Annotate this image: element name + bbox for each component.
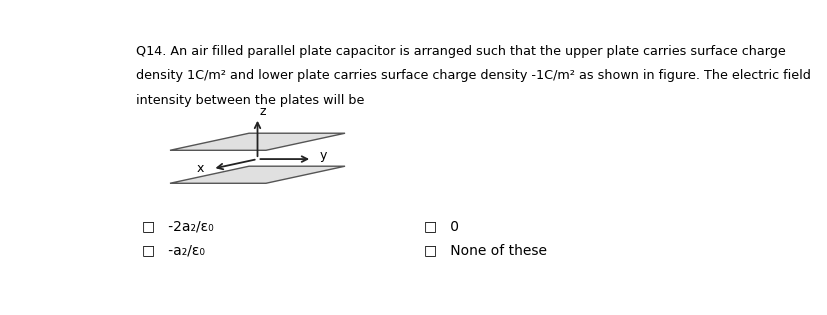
Polygon shape (170, 133, 345, 150)
Text: z: z (259, 105, 265, 118)
Polygon shape (170, 166, 345, 183)
Text: □   -a₂/ε₀: □ -a₂/ε₀ (142, 243, 204, 257)
Text: x: x (196, 163, 203, 175)
Text: density 1C/m² and lower plate carries surface charge density -1C/m² as shown in : density 1C/m² and lower plate carries su… (136, 69, 810, 82)
Text: y: y (319, 149, 327, 162)
Text: □   -2a₂/ε₀: □ -2a₂/ε₀ (142, 219, 213, 233)
Text: Q14. An air filled parallel plate capacitor is arranged such that the upper plat: Q14. An air filled parallel plate capaci… (136, 45, 784, 58)
Text: intensity between the plates will be: intensity between the plates will be (136, 94, 364, 106)
Text: □   0: □ 0 (424, 219, 459, 233)
Text: □   None of these: □ None of these (424, 243, 547, 257)
